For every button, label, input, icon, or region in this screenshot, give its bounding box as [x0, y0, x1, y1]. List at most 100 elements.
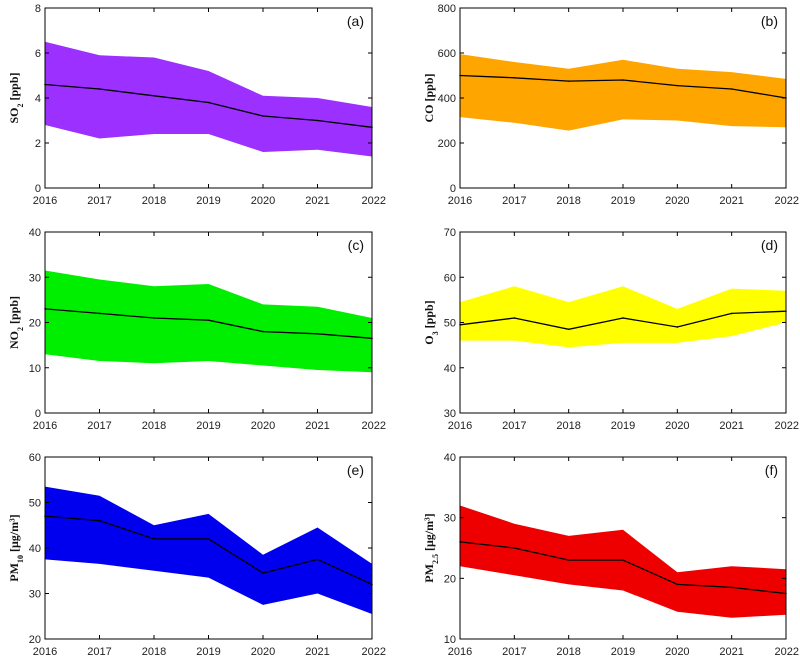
y-tick-label: 10 [29, 363, 41, 375]
y-tick-label: 0 [35, 408, 41, 420]
x-tick-label: 2018 [556, 420, 580, 432]
y-tick-label: 60 [29, 452, 41, 464]
x-tick-label: 2019 [196, 420, 220, 432]
chart-panel-d: 2016 2017 2018 2019 2020 2021 2022 30 40 50 60 70 (d… [422, 227, 799, 432]
mean-point [622, 559, 624, 561]
range-band [45, 41, 372, 157]
x-tick-label: 2019 [611, 420, 635, 432]
x-tick-label: 2021 [305, 646, 329, 658]
range-band [460, 286, 786, 348]
mean-point [730, 88, 733, 90]
x-tick-label: 2018 [142, 195, 166, 207]
mean-point [676, 326, 679, 328]
mean-point [207, 538, 210, 540]
y-axis-label: NO2 [ppb] [7, 296, 25, 349]
x-tick-label: 2019 [196, 195, 220, 207]
mean-point [513, 317, 516, 319]
x-tick-label: 2020 [665, 420, 689, 432]
y-axis-label: PM2.5 [μg/m³] [422, 513, 440, 582]
x-tick-label: 2018 [142, 646, 166, 658]
mean-point [513, 547, 516, 549]
x-tick-label: 2019 [611, 646, 635, 658]
panel-label: (f) [765, 462, 778, 478]
y-axis-label: CO [ppb] [422, 73, 436, 122]
range-band [45, 486, 372, 614]
mean-point [730, 312, 733, 315]
y-tick-label: 6 [35, 48, 41, 60]
x-tick-label: 2018 [556, 195, 580, 207]
mean-point [262, 572, 264, 574]
x-tick-label: 2017 [502, 646, 526, 658]
x-tick-label: 2018 [556, 646, 580, 658]
chart-panel-a: 2016 2017 2018 2019 2020 2021 2022 0 2 4 6 8 (a) SO2 … [7, 3, 386, 207]
mean-point [622, 317, 624, 319]
x-tick-label: 2020 [251, 420, 275, 432]
x-tick-label: 2019 [611, 195, 635, 207]
x-tick-label: 2016 [33, 195, 57, 207]
panel-label: (e) [347, 462, 364, 478]
y-tick-label: 0 [35, 183, 41, 195]
chart-panel-c: 2016 2017 2018 2019 2020 2021 2022 0 10 20 30 40 (c)… [7, 227, 386, 432]
chart-panel-f: 2016 2017 2018 2019 2020 2021 2022 10 20 30 40 (f) P… [422, 452, 799, 658]
y-tick-label: 2 [35, 138, 41, 150]
x-tick-label: 2020 [665, 195, 689, 207]
x-tick-label: 2017 [87, 195, 111, 207]
y-tick-label: 200 [438, 138, 456, 150]
y-tick-label: 50 [29, 498, 41, 510]
x-tick-label: 2020 [665, 646, 689, 658]
y-axis-label: SO2 [ppb] [7, 72, 25, 123]
panel-label: (a) [347, 13, 364, 29]
panel-label: (c) [348, 237, 364, 253]
chart-panel-e: 2016 2017 2018 2019 2020 2021 2022 20 30 40 50 60 (e… [7, 452, 386, 658]
x-tick-label: 2018 [142, 420, 166, 432]
mean-point [262, 115, 264, 117]
y-tick-label: 40 [29, 543, 41, 555]
mean-point [207, 101, 210, 104]
y-tick-label: 40 [444, 452, 456, 464]
mean-point [730, 586, 733, 589]
x-tick-label: 2022 [775, 420, 799, 432]
mean-point [567, 80, 570, 82]
y-tick-label: 30 [444, 408, 456, 420]
y-tick-label: 10 [444, 634, 456, 646]
y-axis-label: PM10 [μg/m³] [7, 514, 25, 581]
panel-label: (b) [761, 13, 778, 29]
y-tick-label: 20 [29, 318, 41, 330]
panel-label: (d) [761, 237, 778, 253]
x-tick-label: 2019 [196, 646, 220, 658]
y-tick-label: 30 [29, 589, 41, 601]
y-tick-label: 8 [35, 3, 41, 15]
y-tick-label: 600 [438, 48, 456, 60]
mean-point [622, 79, 624, 81]
x-tick-label: 2016 [33, 646, 57, 658]
y-axis-label: O3 [ppb] [422, 300, 440, 344]
x-tick-label: 2017 [87, 420, 111, 432]
y-tick-label: 20 [29, 634, 41, 646]
x-tick-label: 2021 [719, 420, 743, 432]
y-tick-label: 800 [438, 3, 456, 15]
x-tick-label: 2022 [362, 420, 386, 432]
y-tick-label: 400 [438, 93, 456, 105]
y-tick-label: 20 [444, 573, 456, 585]
y-tick-label: 70 [444, 227, 456, 239]
y-tick-label: 4 [35, 93, 41, 105]
x-tick-label: 2020 [251, 646, 275, 658]
mean-point [98, 519, 101, 522]
mean-point [513, 76, 516, 79]
mean-point [153, 317, 155, 319]
x-tick-label: 2021 [305, 195, 329, 207]
mean-point [316, 119, 319, 122]
mean-point [262, 330, 264, 333]
range-band [45, 270, 372, 373]
x-tick-label: 2017 [502, 420, 526, 432]
range-band [460, 505, 786, 618]
x-tick-label: 2016 [448, 420, 472, 432]
mean-point [207, 319, 210, 322]
y-tick-label: 50 [444, 318, 456, 330]
mean-point [316, 558, 319, 561]
range-band [460, 54, 786, 131]
x-tick-label: 2016 [448, 195, 472, 207]
x-tick-label: 2016 [448, 646, 472, 658]
y-tick-label: 40 [444, 363, 456, 375]
